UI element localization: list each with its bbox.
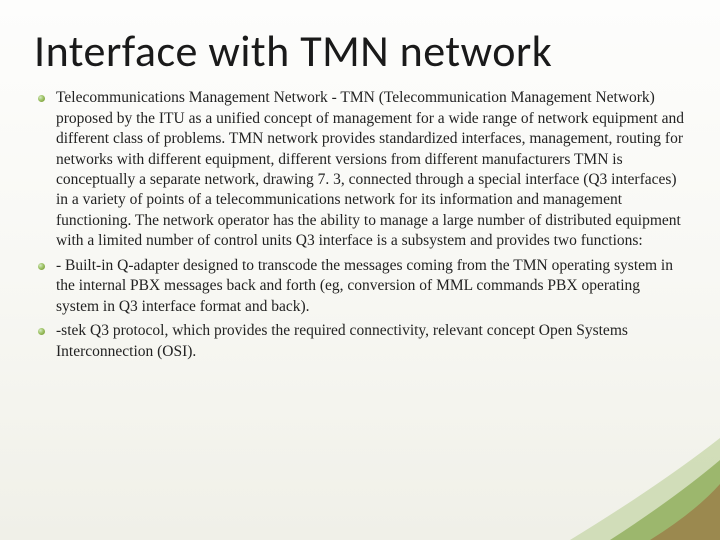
list-item: Telecommunications Management Network - … [34,88,686,252]
list-item: -stek Q3 protocol, which provides the re… [34,321,686,362]
bullet-list: Telecommunications Management Network - … [34,88,686,362]
slide-title: Interface with TMN network [34,28,686,74]
corner-decoration [500,430,720,540]
slide-container: Interface with TMN network Telecommunica… [0,0,720,540]
list-item: - Built-in Q-adapter designed to transco… [34,256,686,317]
